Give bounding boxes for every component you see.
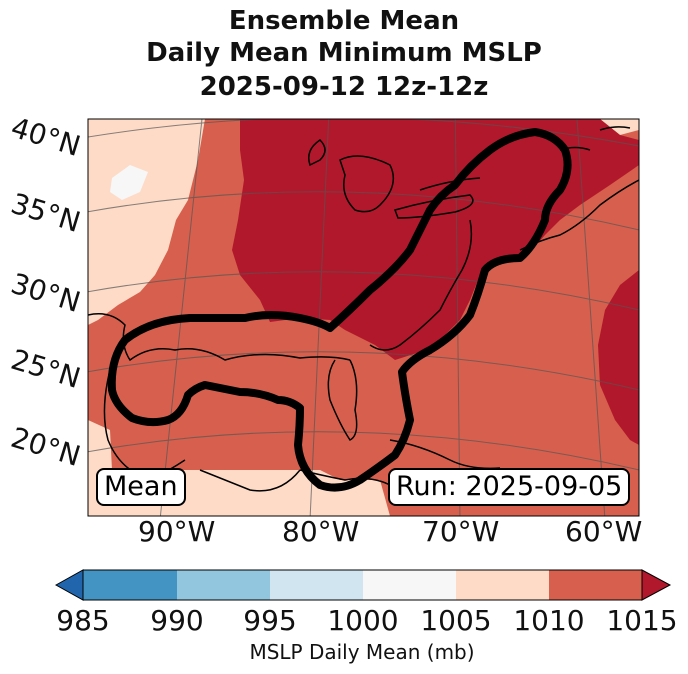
colorbar-bin-990-995 <box>177 570 270 600</box>
lon-label-60w: 60°W <box>565 515 643 548</box>
colorbar-tick-990: 990 <box>150 604 204 637</box>
colorbar-bin-995-1000 <box>270 570 363 600</box>
colorbar-bin-1005-1010 <box>456 570 549 600</box>
mslp-field-over-1015-north <box>232 119 639 360</box>
lon-label-70w: 70°W <box>422 515 500 548</box>
colorbar-tick-995: 995 <box>243 604 297 637</box>
title-line-3: 2025-09-12 12z-12z <box>199 72 489 102</box>
colorbar-tick-1015: 1015 <box>606 604 678 637</box>
mslp-contour-1015 <box>107 128 572 492</box>
colorbar-tick-1010: 1010 <box>513 604 585 637</box>
colorbar-bin-1000-1005 <box>363 570 456 600</box>
graticule <box>88 119 639 516</box>
colorbar-tick-1000: 1000 <box>327 604 399 637</box>
run-date-label: Run: 2025-09-05 <box>388 468 631 506</box>
colorbar-tick-985: 985 <box>56 604 110 637</box>
colorbar-tick-1005: 1005 <box>420 604 492 637</box>
title-line-1: Ensemble Mean <box>228 6 460 36</box>
mean-label: Mean <box>96 468 186 506</box>
colorbar-over-arrow <box>641 569 672 601</box>
map-frame <box>87 118 640 517</box>
lon-label-90w: 90°W <box>138 515 216 548</box>
mslp-field-1000-1005 <box>110 165 148 200</box>
mslp-field-1005-1010-west <box>88 119 205 325</box>
colorbar-under-arrow <box>54 569 84 601</box>
colorbar-frame <box>82 569 643 601</box>
colorbar-bin-1010-1015 <box>549 570 642 600</box>
mslp-field-over-1015-east <box>598 270 639 445</box>
title-line-2: Daily Mean Minimum MSLP <box>146 38 542 68</box>
colorbar-bin-985-990 <box>83 570 177 600</box>
lon-label-80w: 80°W <box>282 515 360 548</box>
colorbar-label: MSLP Daily Mean (mb) <box>249 640 475 664</box>
